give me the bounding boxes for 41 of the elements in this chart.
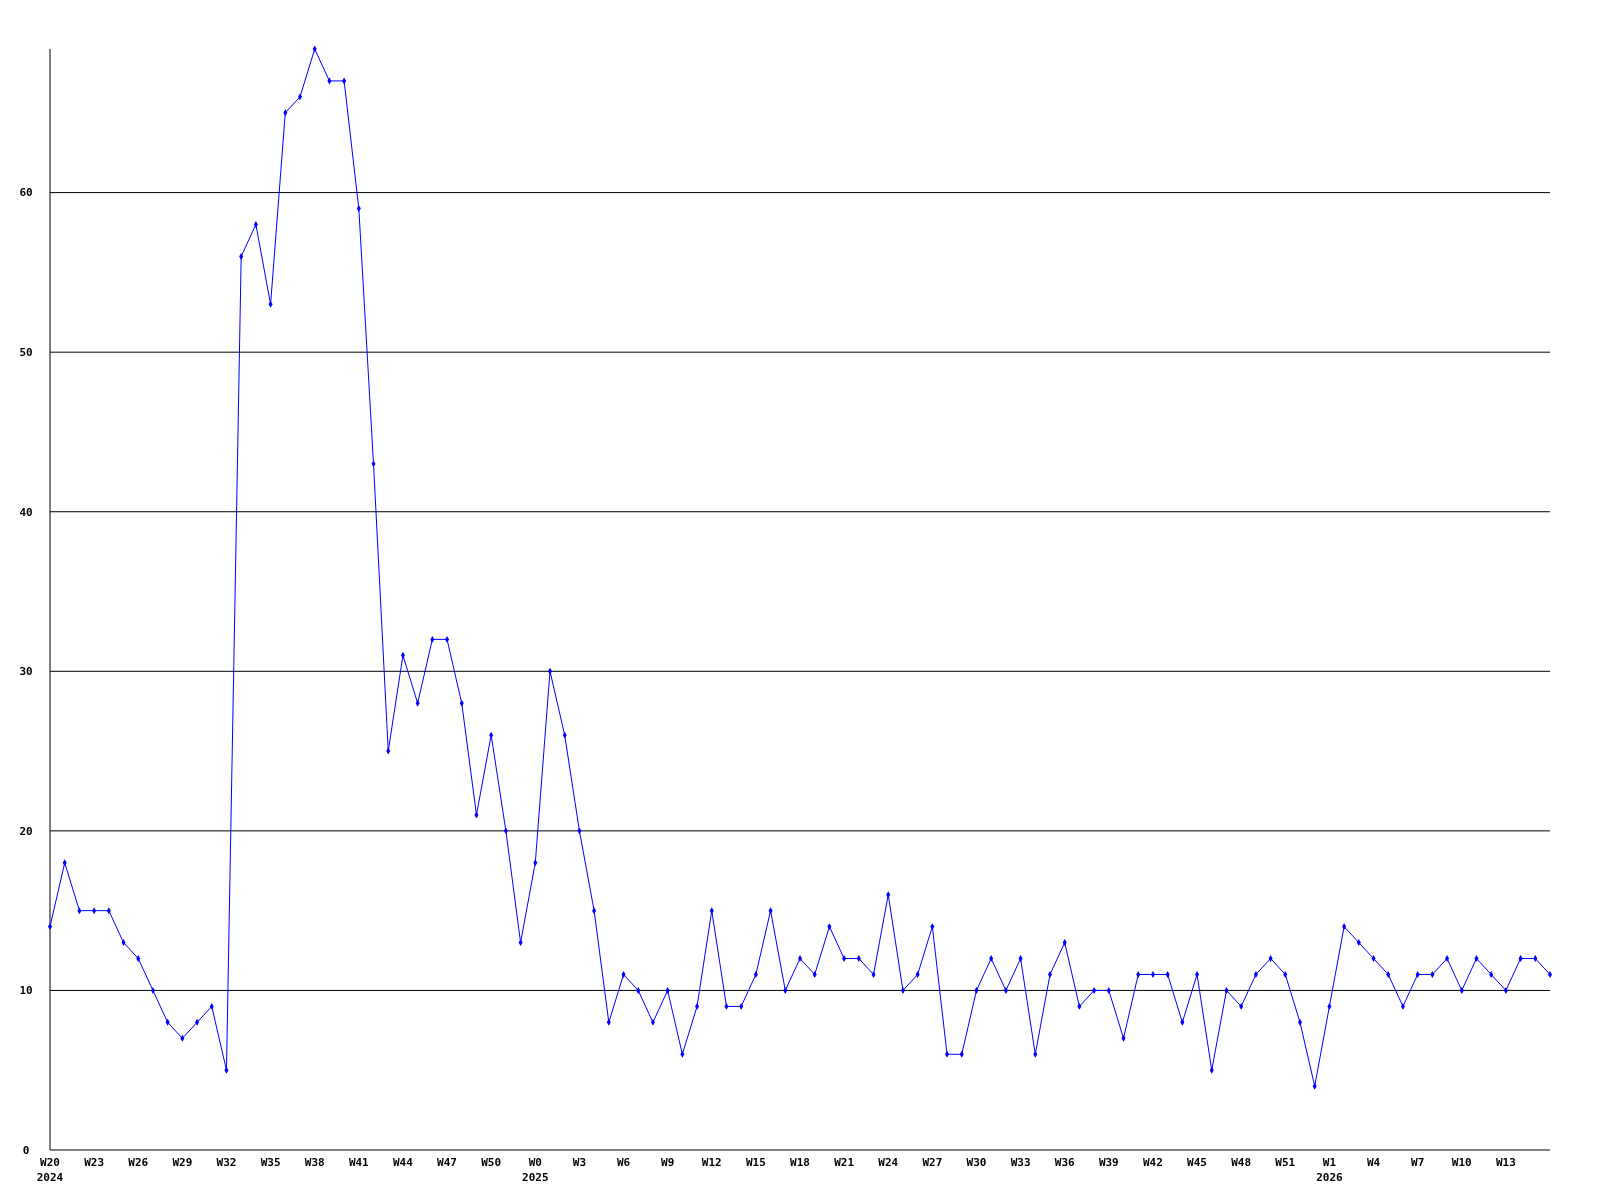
x-tick-label: W26 (128, 1156, 149, 1169)
y-tick-label: 10 (19, 984, 33, 998)
y-tick-label: 30 (19, 665, 33, 679)
y-tick-label: 40 (19, 505, 33, 519)
y-tick-label: 50 (19, 346, 33, 360)
x-tick-label: W23 (84, 1156, 105, 1169)
x-tick-label: W10 (1451, 1156, 1472, 1169)
x-tick-label: W41 (348, 1156, 370, 1169)
x-tick-label: W12 (701, 1156, 722, 1169)
x-tick-label: W51 (1275, 1156, 1296, 1169)
x-tick-label: W21 (834, 1156, 855, 1169)
x-tick-label: W45 (1187, 1156, 1207, 1169)
x-tick-label: W38 (304, 1156, 325, 1169)
x-tick-label: W42 (1143, 1156, 1163, 1169)
x-tick-label: W6 (616, 1156, 631, 1169)
x-tick-label: W30 (966, 1156, 987, 1169)
x-tick-label: W36 (1054, 1156, 1076, 1169)
x-tick-label: W3 (572, 1156, 587, 1169)
x-tick-label: W39 (1098, 1156, 1119, 1169)
x-tick-label: W47 (437, 1156, 457, 1169)
x-tick-label: W27 (922, 1156, 943, 1169)
y-tick-label: 60 (19, 186, 33, 200)
x-tick-label: W33 (1010, 1156, 1031, 1169)
x-tick-label: W15 (745, 1156, 766, 1169)
x-tick-label: W9 (661, 1156, 675, 1169)
x-tick-label: W32 (216, 1156, 237, 1169)
x-tick-label: W0 2025 (522, 1156, 549, 1184)
x-tick-label: W29 (172, 1156, 193, 1169)
x-tick-label: W24 (878, 1156, 899, 1169)
y-tick-label: 20 (19, 824, 33, 838)
x-tick-label: W35 (260, 1156, 281, 1169)
x-tick-label: W50 (481, 1156, 502, 1169)
x-tick-label: W13 (1495, 1156, 1516, 1169)
y-tick-label: 0 (22, 1143, 30, 1157)
x-tick-label: W44 (393, 1156, 414, 1169)
x-tick-label: W4 (1366, 1156, 1381, 1169)
x-tick-label: W18 (790, 1156, 810, 1169)
x-tick-label: W1 2026 (1316, 1156, 1344, 1184)
x-tick-label: W48 (1231, 1156, 1252, 1169)
x-tick-label: W7 (1411, 1156, 1425, 1169)
x-tick-label: W20 2024 (36, 1156, 64, 1184)
